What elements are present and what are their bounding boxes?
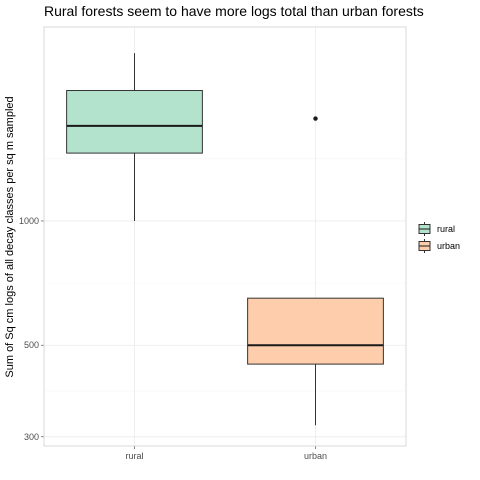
plot-background — [44, 27, 406, 446]
outlier-point-urban — [313, 116, 318, 121]
x-tick-label-urban: urban — [304, 451, 327, 461]
legend-entry-rural: rural — [418, 222, 455, 236]
y-axis-title: Sum of Sq cm logs of all decay classes p… — [4, 96, 16, 377]
box-urban — [247, 116, 384, 426]
legend-label-rural: rural — [437, 224, 455, 234]
legend-label-urban: urban — [437, 241, 460, 251]
y-tick-label: 300 — [24, 432, 39, 442]
plot-panel — [41, 26, 407, 449]
iqr-box-urban — [247, 297, 384, 365]
iqr-box-rural — [66, 90, 203, 154]
plot-border — [43, 26, 407, 447]
y-tick-label: 1000 — [19, 216, 39, 226]
chart-title: Rural forests seem to have more logs tot… — [44, 3, 424, 19]
legend: rural urban — [418, 222, 460, 253]
x-tick-label-rural: rural — [125, 451, 143, 461]
y-tick-label: 500 — [24, 340, 39, 350]
box-rural — [66, 53, 203, 221]
legend-entry-urban: urban — [418, 239, 460, 253]
